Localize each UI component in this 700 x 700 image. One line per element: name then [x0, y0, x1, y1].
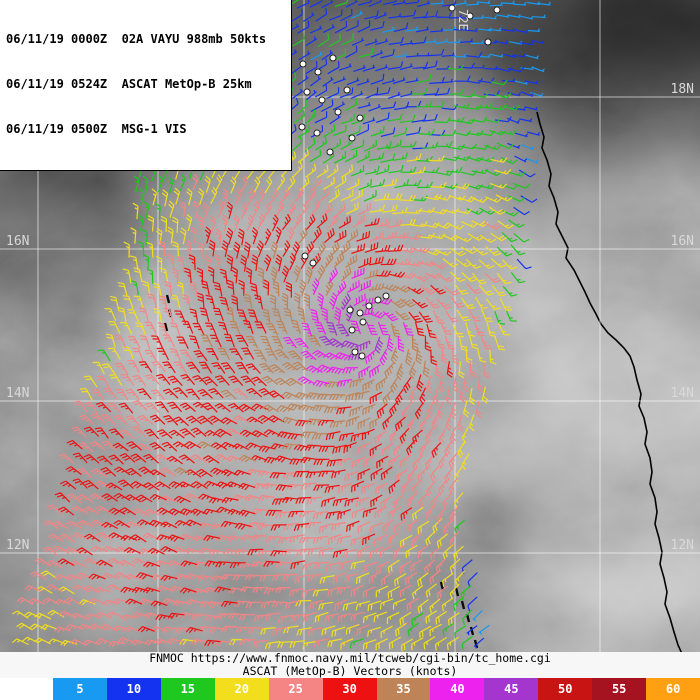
- wind-barb-set-25kt: [16, 173, 501, 648]
- colorbar-segment-5kt: 5: [53, 678, 107, 700]
- colorbar-segment-45kt: 45: [484, 678, 539, 700]
- colorbar-segment-55kt: 55: [592, 678, 647, 700]
- lat-label-left: 14N: [6, 386, 29, 401]
- rain-flag-circle: [358, 352, 366, 360]
- rain-flag-circle: [343, 86, 351, 94]
- islet-mark: [465, 613, 471, 623]
- colorbar-segment-35kt: 35: [376, 678, 431, 700]
- islet-mark: [454, 587, 460, 597]
- wind-barb-set-10kt: [145, 0, 545, 649]
- colorbar-segment-25kt: 25: [268, 678, 323, 700]
- lat-label-left: 16N: [6, 234, 29, 249]
- cloud-patch: [460, 540, 700, 652]
- wind-barb-set-5kt: [310, 0, 551, 635]
- rain-flag-circle: [365, 302, 373, 310]
- islet-mark: [163, 322, 169, 332]
- cloud-patch: [430, 110, 610, 250]
- rain-flag-circle: [359, 318, 367, 326]
- india-west-coastline: [536, 111, 683, 652]
- grid-labels: 18N18N16N16N14N14N12N12N72E: [6, 9, 694, 553]
- rain-flag-circle: [303, 88, 311, 96]
- rain-flag-circle: [299, 60, 307, 68]
- satellite-map: 18N18N16N16N14N14N12N12N72E 06/11/19 000…: [0, 0, 700, 652]
- islet-mark: [439, 581, 445, 591]
- colorbar-segment-30kt: 30: [322, 678, 377, 700]
- islet-mark: [473, 639, 479, 649]
- product-header-box: 06/11/19 0000Z 02A VAYU 988mb 50kts 06/1…: [0, 0, 292, 171]
- colorbar-segment-15kt: 15: [160, 678, 215, 700]
- rain-flag-circle: [314, 68, 322, 76]
- rain-flag-circle: [448, 4, 456, 12]
- lat-label-left: 12N: [6, 538, 29, 553]
- rain-flag-circle: [356, 309, 364, 317]
- rain-flag-circle: [466, 12, 474, 20]
- rain-flag-circle: [329, 54, 337, 62]
- caption-url: FNMOC https://www.fnmoc.navy.mil/tcweb/c…: [149, 651, 551, 665]
- rain-flag-circles: [298, 4, 501, 360]
- rain-flag-circle: [484, 38, 492, 46]
- wind-barbs: [11, 0, 551, 652]
- caption-band: FNMOC https://www.fnmoc.navy.mil/tcweb/c…: [0, 652, 700, 678]
- lat-label-right: 18N: [671, 82, 694, 97]
- dark-patch: [570, 0, 700, 85]
- islet-mark: [460, 600, 466, 610]
- colorbar-segment-50kt: 50: [538, 678, 593, 700]
- colorbar-segment-60kt: 60: [646, 678, 700, 700]
- rain-flag-circle: [309, 259, 317, 267]
- wind-speed-colorbar: 5 10 15 20 25 30 35 40 45 50 55 60: [0, 678, 700, 700]
- header-storm-line: 06/11/19 0000Z 02A VAYU 988mb 50kts: [6, 32, 267, 46]
- rain-flag-circle: [348, 134, 356, 142]
- rain-flag-circle: [313, 129, 321, 137]
- colorbar-segment-20kt: 20: [214, 678, 269, 700]
- rain-flag-circle: [326, 148, 334, 156]
- lon-label-72e: 72E: [456, 9, 470, 31]
- lat-label-right: 12N: [671, 538, 694, 553]
- islet-mark: [165, 294, 171, 304]
- satellite-map-canvas: 18N18N16N16N14N14N12N12N72E: [0, 0, 700, 652]
- lat-label-right: 14N: [671, 386, 694, 401]
- colorbar-segment-10kt: 10: [106, 678, 161, 700]
- lat-label-right: 16N: [671, 234, 694, 249]
- rain-flag-circle: [346, 306, 354, 314]
- colorbar-segment-40kt: 40: [430, 678, 485, 700]
- rain-flag-circle: [298, 123, 306, 131]
- rain-flag-circle: [374, 296, 382, 304]
- rain-flag-circle: [351, 348, 359, 356]
- rain-flag-circle: [348, 326, 356, 334]
- rain-flag-circle: [493, 6, 501, 14]
- header-scatterometer-line: 06/11/19 0524Z ASCAT MetOp-B 25km: [6, 77, 252, 91]
- wind-barb-set-45kt: [319, 293, 384, 361]
- islet-mark: [469, 626, 475, 636]
- colorbar-spacer: [0, 678, 53, 700]
- rain-flag-circle: [334, 108, 342, 116]
- rain-flag-circle: [301, 252, 309, 260]
- caption-product-title: ASCAT (MetOp-B) Vectors (knots): [242, 664, 458, 678]
- rain-flag-circle: [318, 96, 326, 104]
- header-satellite-line: 06/11/19 0500Z MSG-1 VIS: [6, 122, 187, 136]
- rain-flag-circle: [356, 114, 364, 122]
- rain-flag-circle: [382, 292, 390, 300]
